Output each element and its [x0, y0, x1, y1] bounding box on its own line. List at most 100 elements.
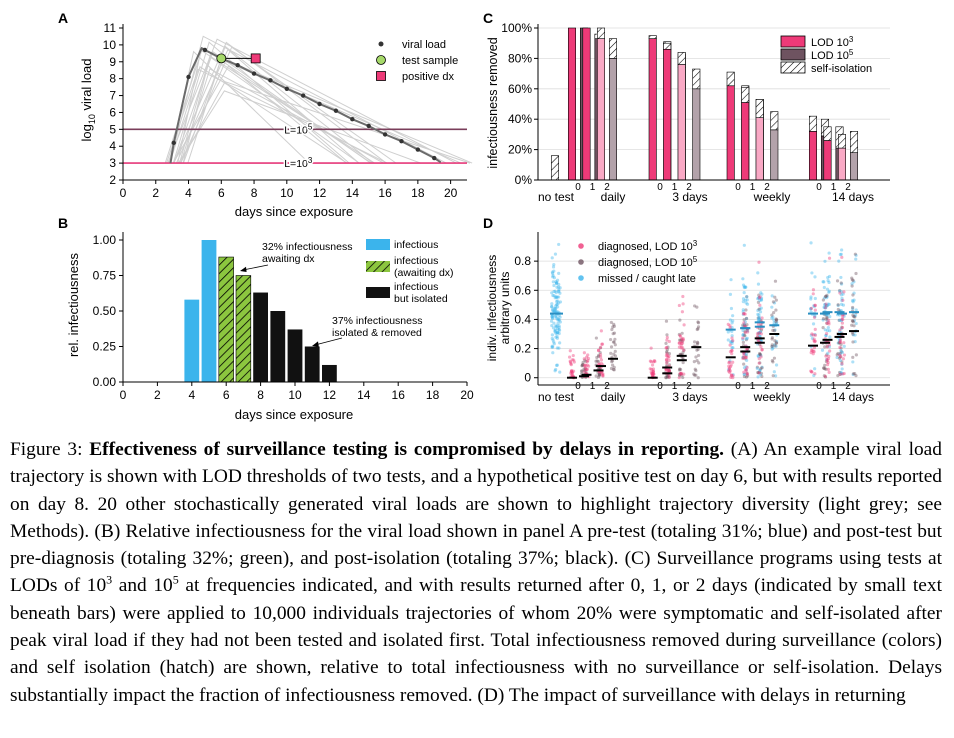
panel-d-legend: diagnosed, LOD 103 diagnosed, LOD 105 mi…: [578, 239, 698, 285]
diagnosed-point-lod3: [728, 360, 732, 364]
diagnosed-point-lod3: [650, 363, 655, 367]
x-tick-label: 20: [444, 186, 458, 200]
diagnosed-point-lod3: [664, 346, 668, 350]
missed-point: [827, 290, 831, 294]
diagnosed-point-lod3: [599, 329, 603, 333]
diagnosed-point-lod5: [851, 278, 855, 282]
missed-point: [837, 330, 842, 334]
diagnosed-point-lod3: [825, 358, 829, 363]
diagnosed-point-lod3: [651, 367, 656, 371]
diagnosed-point-lod5: [696, 325, 701, 329]
missed-point: [553, 314, 558, 318]
missed-point: [550, 336, 554, 341]
missed-point: [838, 358, 842, 363]
diagnosed-point-lod5: [770, 344, 774, 349]
missed-point: [826, 326, 830, 330]
diagnosed-point-lod5: [760, 374, 764, 379]
lod3-surveillance-bar: [648, 38, 657, 181]
missed-point: [840, 362, 844, 366]
diagnosed-point-lod5: [678, 318, 682, 322]
diagnosed-point-lod3: [667, 368, 671, 372]
missed-point: [554, 325, 558, 329]
missed-point: [551, 314, 555, 318]
missed-point: [552, 340, 556, 344]
panel-a-ylabel: log10 viral load: [79, 58, 97, 141]
diagnosed-point-lod3: [728, 324, 732, 328]
viral-load-point: [382, 132, 388, 137]
diagnosed-point-lod3: [677, 345, 682, 349]
diagnosed-point-lod5: [822, 366, 826, 370]
missed-point: [774, 339, 779, 344]
panel-c-label: C: [483, 10, 493, 26]
diagnosed-point-lod5: [821, 298, 825, 302]
missed-point: [726, 338, 730, 342]
diagnosed-point-lod3: [745, 365, 749, 370]
diagnosed-point-lod5: [664, 376, 668, 380]
missed-point: [774, 363, 779, 367]
missed-point: [842, 344, 846, 348]
x-tick-label: 0: [120, 388, 127, 402]
delay-label: 2: [845, 182, 851, 193]
diagnosed-point-lod3: [583, 363, 588, 367]
diagnosed-point-lod5: [744, 308, 748, 312]
diagnosed-point-lod3: [813, 372, 817, 376]
diagnosed-point-lod3: [600, 342, 605, 346]
diagnosed-point-lod5: [677, 368, 682, 372]
diagnosed-point-lod5: [583, 368, 587, 372]
diagnosed-point-lod3: [679, 335, 683, 339]
legend-awaiting-swatch: [366, 261, 390, 272]
missed-point: [728, 292, 733, 296]
diagnosed-point-lod5: [821, 317, 826, 321]
missed-point: [756, 271, 760, 275]
diagnosed-point-lod3: [758, 295, 762, 299]
diagnosed-point-lod5: [851, 305, 855, 310]
missed-point: [550, 315, 554, 319]
missed-point: [822, 280, 826, 284]
diagnosed-point-lod5: [757, 332, 761, 336]
diagnosed-point-lod5: [610, 359, 615, 363]
missed-point: [741, 310, 745, 314]
diagnosed-point-lod3: [838, 291, 842, 295]
y-tick-label: 0.25: [93, 340, 117, 354]
missed-point: [551, 271, 555, 275]
missed-point: [557, 325, 561, 330]
lod3-surveillance-bar: [596, 38, 605, 181]
diagnosed-point-lod5: [694, 373, 698, 377]
legend-isolated-swatch: [366, 287, 390, 298]
diagnosed-point-lod3: [569, 369, 574, 373]
diagnosed-point-lod5: [759, 328, 764, 332]
lod3-surveillance-bar: [726, 85, 735, 181]
missed-point: [552, 263, 556, 267]
diagnosed-point-lod3: [728, 370, 732, 374]
diagnosed-point-lod3: [651, 360, 656, 364]
diagnosed-point-lod3: [652, 372, 656, 376]
diagnosed-point-lod5: [839, 350, 844, 354]
missed-point: [835, 355, 839, 360]
diagnosed-point-lod3: [810, 349, 814, 353]
viral-load-point: [235, 62, 240, 68]
diagnosed-point-lod5: [851, 355, 855, 359]
diagnosed-point-lod3: [667, 358, 671, 362]
missed-point: [742, 366, 747, 370]
missed-point: [758, 338, 762, 342]
diagnosed-point-lod5: [613, 349, 617, 353]
diagnosed-point-lod5: [696, 353, 701, 358]
diagnosed-point-lod3: [760, 348, 764, 352]
missed-point: [744, 316, 749, 321]
diagnosed-point-lod5: [837, 341, 841, 345]
missed-point: [809, 241, 813, 245]
missed-point: [822, 305, 826, 309]
category-label: no test: [538, 190, 575, 204]
missed-point: [827, 302, 831, 306]
diagnosed-point-lod3: [812, 350, 816, 354]
missed-point: [742, 352, 747, 356]
y-tick-label: 0.75: [93, 269, 117, 283]
caption-sup-1: 3: [106, 573, 113, 588]
diagnosed-point-lod5: [836, 351, 840, 356]
missed-point: [554, 291, 558, 295]
missed-point: [550, 305, 554, 309]
diagnosed-point-lod5: [773, 279, 778, 283]
diagnosed-point-lod5: [664, 375, 668, 379]
diagnosed-point-lod3: [809, 351, 813, 355]
diagnosed-point-lod5: [773, 344, 777, 348]
